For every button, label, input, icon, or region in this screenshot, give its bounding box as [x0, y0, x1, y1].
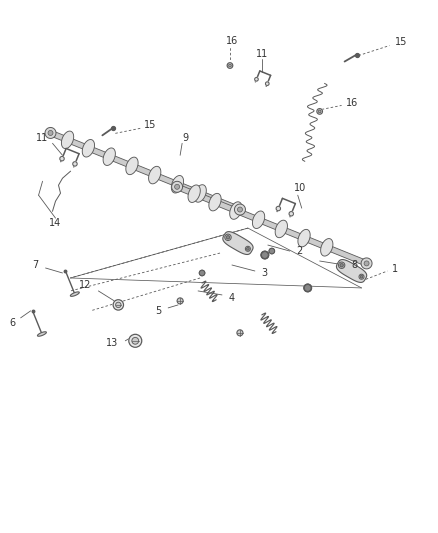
Polygon shape — [188, 185, 200, 203]
Text: 7: 7 — [32, 260, 39, 270]
Text: 14: 14 — [49, 218, 62, 228]
Text: 16: 16 — [346, 99, 358, 108]
Polygon shape — [194, 185, 206, 202]
Circle shape — [247, 247, 249, 250]
Polygon shape — [71, 292, 79, 296]
Circle shape — [225, 234, 231, 240]
Text: 6: 6 — [10, 318, 16, 328]
Circle shape — [304, 284, 311, 292]
Circle shape — [129, 334, 142, 348]
Polygon shape — [61, 131, 74, 149]
Polygon shape — [237, 207, 243, 212]
Circle shape — [317, 109, 322, 114]
Text: 4: 4 — [229, 293, 235, 303]
Circle shape — [177, 298, 183, 304]
Polygon shape — [176, 184, 367, 266]
Circle shape — [289, 212, 293, 216]
Polygon shape — [175, 184, 180, 189]
Polygon shape — [49, 131, 241, 212]
Circle shape — [132, 337, 139, 344]
Circle shape — [276, 206, 280, 211]
Circle shape — [339, 262, 345, 269]
Polygon shape — [230, 202, 242, 219]
Text: 15: 15 — [144, 120, 156, 131]
Circle shape — [237, 330, 243, 336]
Text: 13: 13 — [106, 338, 118, 348]
Polygon shape — [275, 220, 287, 238]
Circle shape — [73, 161, 77, 166]
Circle shape — [254, 77, 258, 81]
Polygon shape — [38, 332, 46, 336]
Text: 11: 11 — [36, 133, 49, 143]
Text: 9: 9 — [182, 133, 188, 143]
Text: 2: 2 — [297, 246, 303, 256]
Polygon shape — [234, 204, 245, 215]
Circle shape — [245, 246, 251, 251]
Polygon shape — [148, 166, 161, 184]
Polygon shape — [126, 157, 138, 175]
Circle shape — [261, 251, 268, 259]
Polygon shape — [171, 175, 184, 193]
Polygon shape — [252, 211, 265, 229]
Text: 5: 5 — [155, 306, 161, 316]
Circle shape — [269, 248, 275, 254]
Circle shape — [113, 300, 124, 310]
Polygon shape — [223, 232, 253, 254]
Polygon shape — [48, 131, 53, 135]
Circle shape — [265, 82, 269, 85]
Polygon shape — [82, 140, 95, 157]
Circle shape — [60, 157, 64, 161]
Circle shape — [229, 64, 231, 67]
Polygon shape — [364, 261, 369, 266]
Polygon shape — [103, 148, 115, 165]
Circle shape — [318, 110, 321, 112]
Polygon shape — [321, 239, 333, 256]
Text: 8: 8 — [352, 260, 358, 270]
Circle shape — [306, 286, 310, 290]
Circle shape — [270, 249, 273, 253]
Polygon shape — [209, 193, 221, 211]
Circle shape — [263, 253, 267, 257]
Circle shape — [359, 274, 364, 279]
Circle shape — [340, 264, 343, 267]
Text: 3: 3 — [262, 268, 268, 278]
Text: 10: 10 — [293, 183, 306, 193]
Circle shape — [226, 236, 230, 239]
Polygon shape — [45, 127, 56, 139]
Text: 16: 16 — [226, 36, 238, 46]
Text: 15: 15 — [395, 37, 408, 46]
Polygon shape — [172, 181, 183, 192]
Text: 1: 1 — [392, 264, 399, 274]
Circle shape — [116, 302, 121, 308]
Circle shape — [360, 276, 363, 278]
Polygon shape — [298, 229, 310, 247]
Circle shape — [199, 270, 205, 276]
Circle shape — [201, 271, 204, 274]
Polygon shape — [361, 258, 372, 269]
Text: 12: 12 — [79, 280, 92, 290]
Circle shape — [227, 63, 233, 68]
Text: 11: 11 — [256, 49, 268, 59]
Polygon shape — [336, 260, 367, 282]
